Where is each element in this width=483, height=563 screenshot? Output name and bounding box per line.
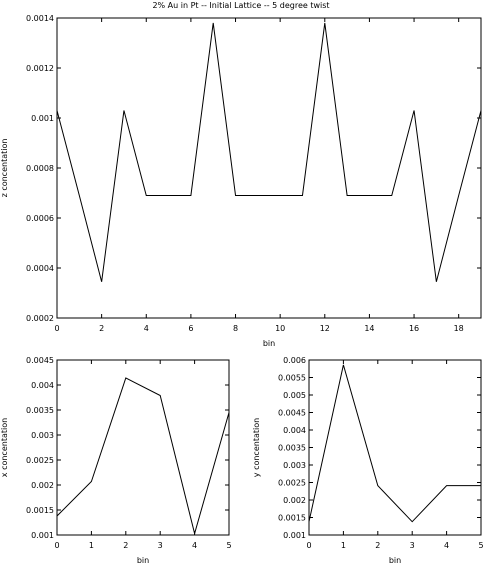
x-tick-label: 5 [478,541,483,550]
x-axis-label: bin [137,556,149,563]
y-tick-label: 0.004 [283,426,306,435]
y-tick-label: 0.005 [283,391,306,400]
y-axis-label: y concentation [252,418,261,477]
chart-1: 0 2 4 6 8 10 12 14 16 18 0.0002 0.0004 0.0006 0.0008 0… [0,14,482,348]
y-tick-label: 0.0015 [26,506,54,515]
x-tick-label: 2 [99,324,104,333]
y-tick-label: 0.0055 [278,374,306,383]
y-tick-label: 0.004 [31,381,54,390]
chart-title: 2% Au in Pt -- Initial Lattice -- 5 degr… [152,1,329,10]
y-tick-label: 0.001 [283,531,306,540]
plot-frame [56,17,482,319]
series-line [56,22,482,282]
y-axis-label: x concentation [0,418,9,477]
y-tick-label: 0.006 [283,356,306,365]
y-tick-label: 0.0045 [278,409,306,418]
y-tick-label: 0.002 [31,481,54,490]
x-tick-label: 10 [275,324,285,333]
y-tick-label: 0.001 [31,114,54,123]
y-tick-label: 0.0035 [278,444,306,453]
x-tick-label: 14 [364,324,374,333]
x-tick-label: 18 [454,324,464,333]
x-tick-label: 0 [54,541,59,550]
y-tick-label: 0.001 [31,531,54,540]
x-axis-label: bin [389,556,401,563]
y-axis-label: z concentation [0,139,9,198]
x-tick-label: 5 [226,541,231,550]
y-tick-label: 0.0008 [26,164,54,173]
y-tick-label: 0.0002 [26,314,54,323]
y-tick-label: 0.0035 [26,406,54,415]
x-tick-label: 4 [192,541,197,550]
x-tick-label: 3 [410,541,415,550]
y-tick-label: 0.003 [31,431,54,440]
y-tick-label: 0.0006 [26,214,54,223]
chart-2: 0 1 2 3 4 5 0.001 0.0015 0.002 0.0025 0.003 0.0035 0… [0,356,232,563]
x-tick-label: 6 [188,324,193,333]
y-tick-label: 0.002 [283,496,306,505]
y-tick-label: 0.0015 [278,514,306,523]
x-tick-label: 4 [444,541,449,550]
y-tick-label: 0.0014 [26,14,54,23]
x-tick-label: 0 [54,324,59,333]
series-line [56,377,230,536]
y-tick-label: 0.0012 [26,64,54,73]
x-tick-label: 12 [320,324,330,333]
x-tick-label: 4 [144,324,149,333]
x-tick-label: 1 [341,541,346,550]
y-tick-label: 0.003 [283,461,306,470]
y-tick-label: 0.0004 [26,264,54,273]
x-tick-label: 3 [158,541,163,550]
x-tick-label: 16 [409,324,419,333]
series-line [308,364,481,523]
plot-frame [56,359,230,536]
x-tick-label: 1 [89,541,94,550]
y-tick-label: 0.0025 [26,456,54,465]
x-tick-label: 0 [306,541,311,550]
x-tick-label: 2 [123,541,128,550]
x-axis-label: bin [263,339,275,348]
plot-frame [308,359,482,536]
x-tick-label: 2 [375,541,380,550]
x-tick-label: 8 [233,324,238,333]
y-tick-label: 0.0045 [26,356,54,365]
y-tick-label: 0.0025 [278,479,306,488]
chart-3: 0 1 2 3 4 5 0.001 0.0015 0.002 0.0025 0.003 0.0035 0… [252,356,483,563]
